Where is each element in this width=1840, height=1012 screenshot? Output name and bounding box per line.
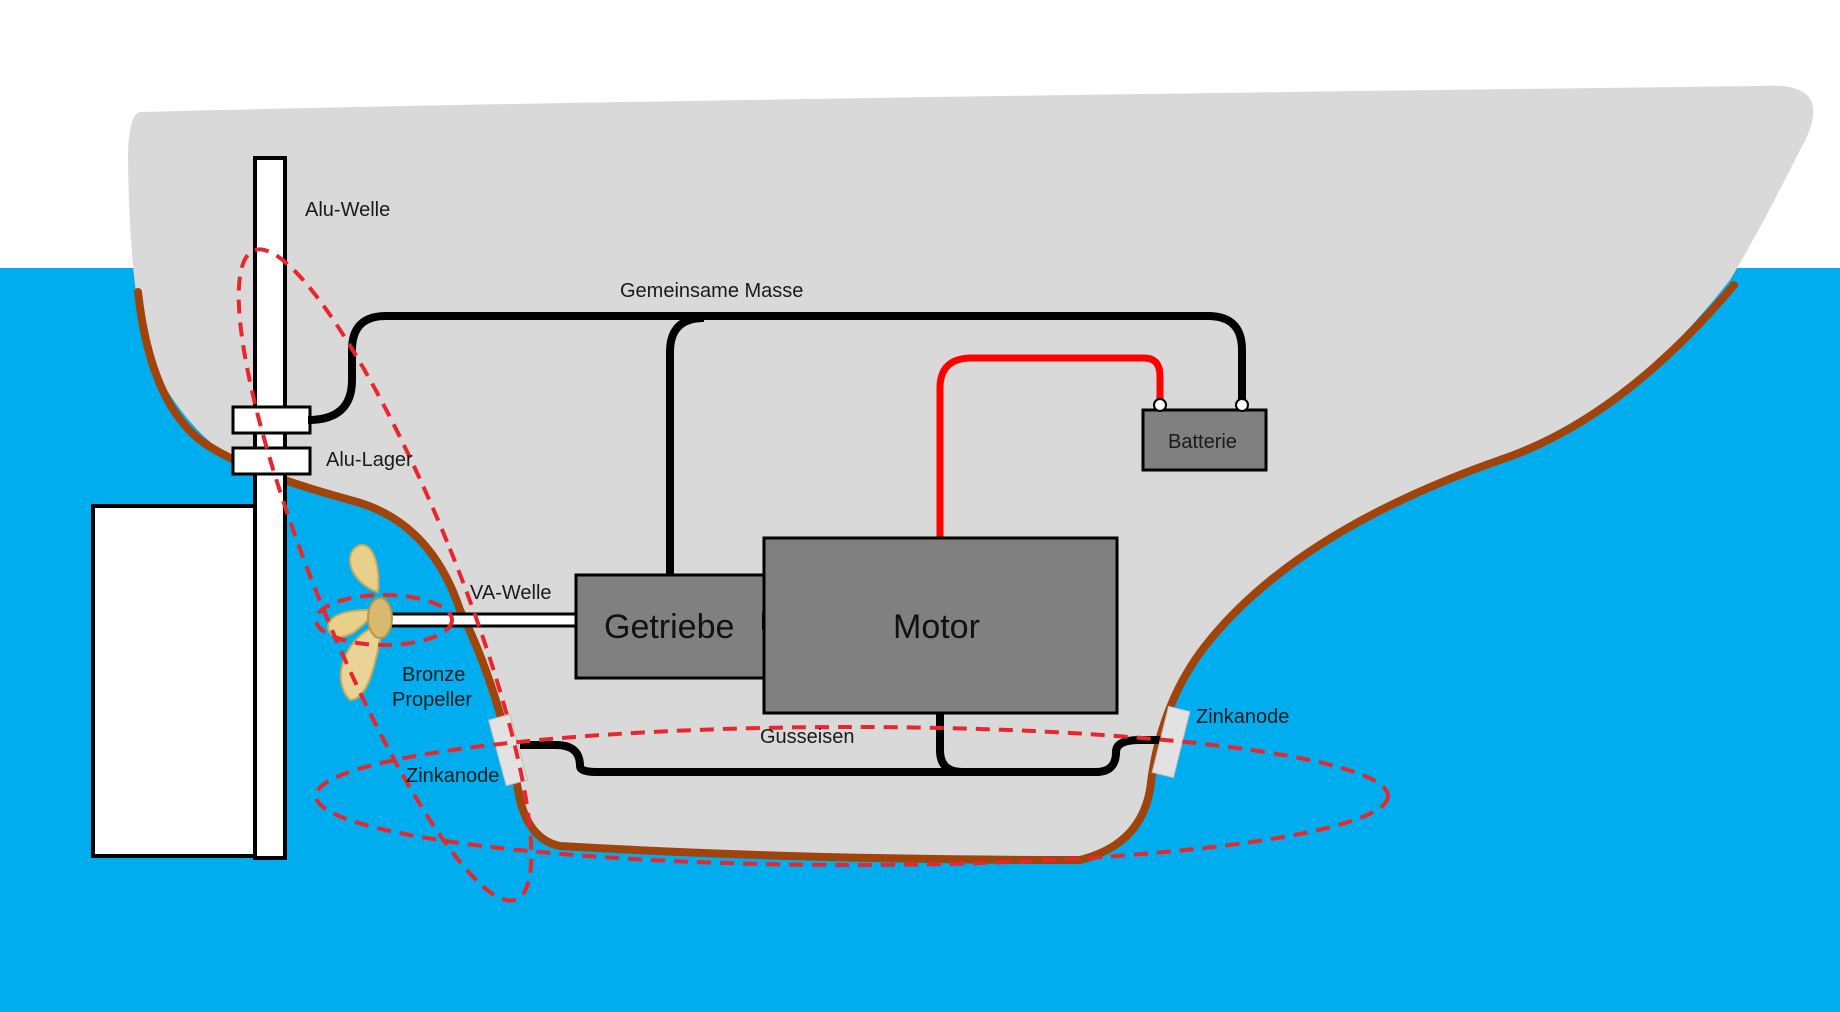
label-bronze: Bronze bbox=[402, 664, 465, 686]
current-loop-propeller bbox=[314, 593, 454, 647]
battery-terminal-negative bbox=[1235, 398, 1249, 412]
label-getriebe: Getriebe bbox=[604, 608, 734, 646]
gearbox-ground-wire bbox=[666, 314, 705, 576]
rudder-blade bbox=[91, 504, 257, 858]
motor-ground-wire bbox=[936, 713, 963, 776]
bronze-propeller bbox=[327, 543, 393, 702]
current-loop-anodes bbox=[314, 725, 1390, 867]
label-va-welle: VA-Welle bbox=[470, 582, 552, 604]
label-alu-lager: Alu-Lager bbox=[326, 449, 413, 471]
label-propeller: Propeller bbox=[392, 689, 472, 711]
label-gemeinsame-masse: Gemeinsame Masse bbox=[620, 280, 803, 302]
common-ground-wire bbox=[307, 312, 1246, 424]
label-gusseisen: Gusseisen bbox=[760, 726, 855, 748]
hull-interior bbox=[128, 85, 1814, 861]
label-zinkanode-right: Zinkanode bbox=[1196, 706, 1289, 728]
battery bbox=[1141, 408, 1268, 472]
label-alu-welle: Alu-Welle bbox=[305, 199, 390, 221]
gearbox bbox=[574, 573, 766, 680]
label-batterie: Batterie bbox=[1168, 431, 1237, 453]
cast-iron-ground-wire bbox=[520, 736, 1172, 776]
shaft-clamp bbox=[231, 405, 312, 435]
zinc-anode-left bbox=[487, 713, 529, 787]
label-zinkanode-left: Zinkanode bbox=[406, 765, 499, 787]
battery-positive-wire bbox=[936, 354, 1164, 538]
battery-terminal-positive bbox=[1153, 398, 1167, 412]
hull-skin bbox=[134, 281, 1738, 865]
alu-shaft bbox=[253, 156, 287, 860]
label-motor: Motor bbox=[893, 608, 980, 646]
current-loop-rudder bbox=[236, 247, 534, 903]
